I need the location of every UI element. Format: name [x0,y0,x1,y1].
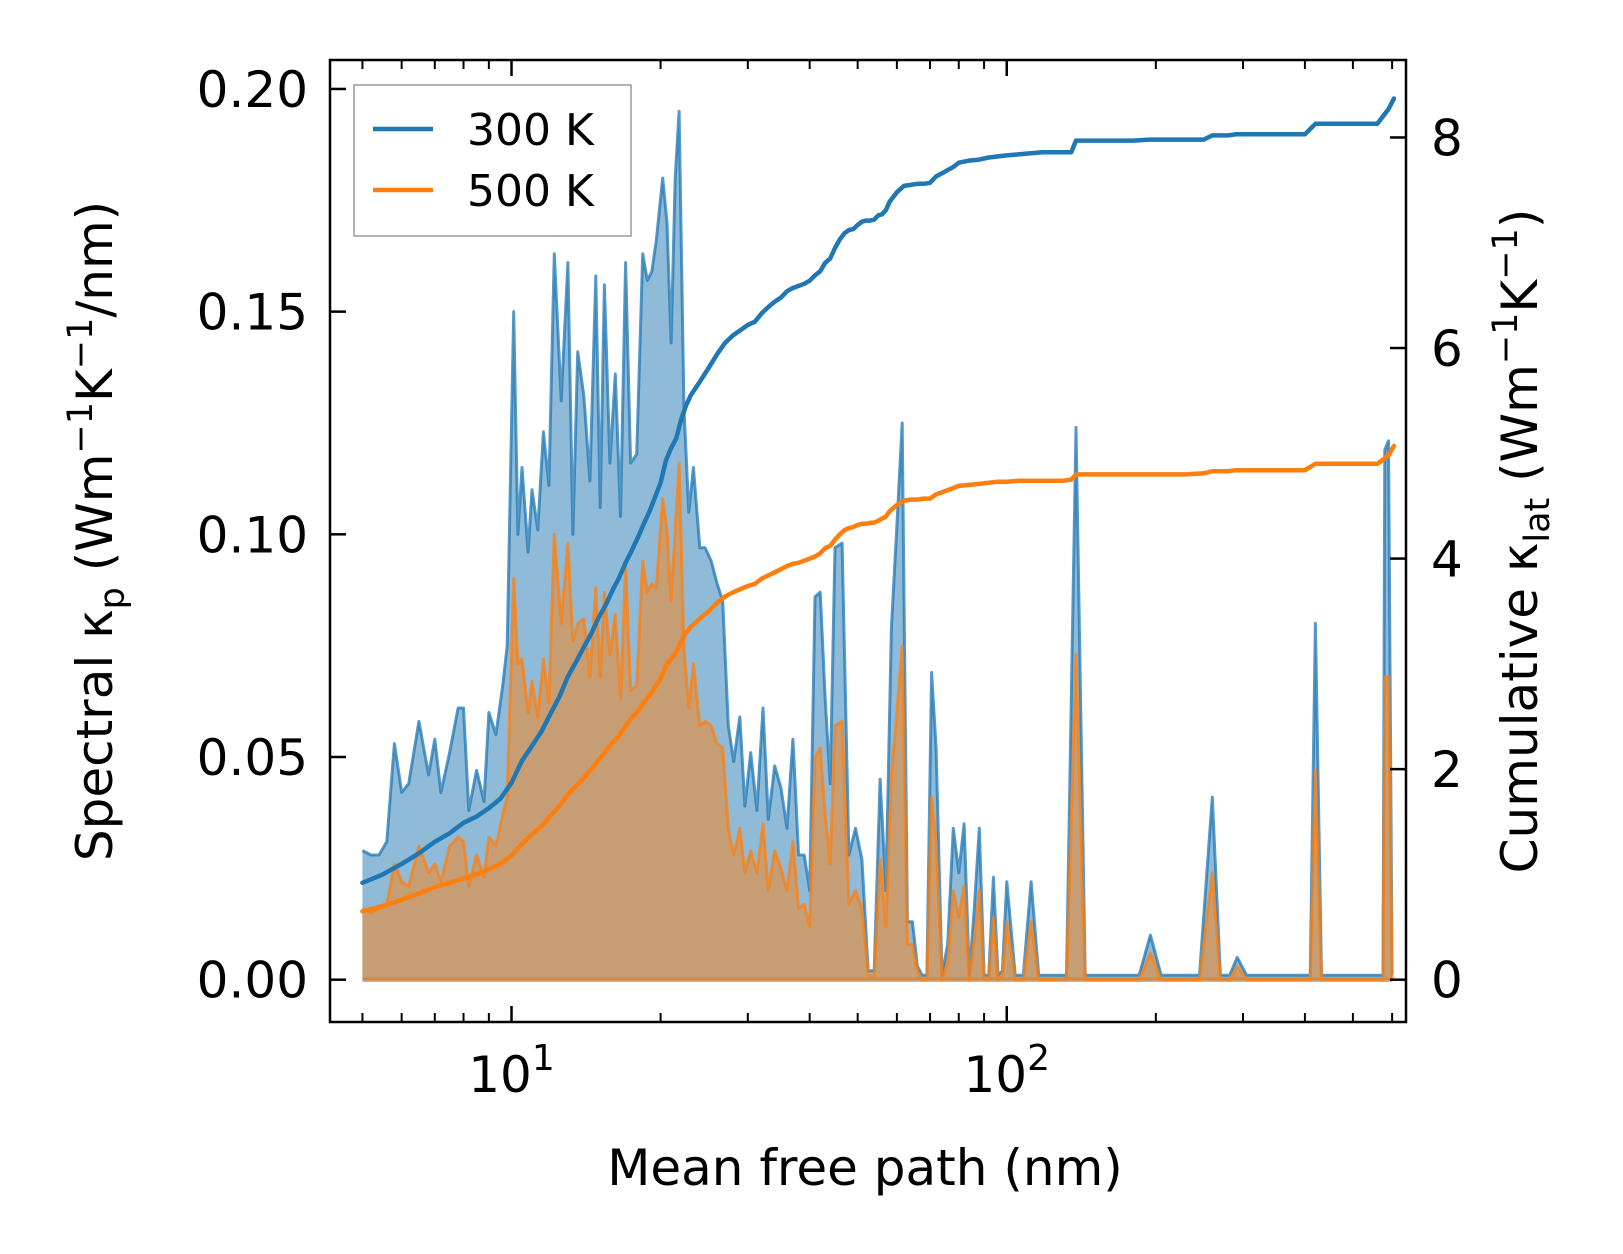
x-tick-label: 102 [963,1038,1050,1104]
right-y-tick-label: 2 [1431,741,1463,799]
left-y-axis-title-unit-a: (Wm [66,454,124,588]
x-tick-label-base: 10 [468,1046,532,1104]
left-y-axis-title: Spectral κp (Wm−1K−1/nm) [61,201,133,861]
right-y-tick-label: 6 [1431,320,1463,378]
plot-frame [328,58,1408,1024]
left-y-tick-label: 0.15 [197,284,308,342]
legend-label-500k: 500 K [467,166,595,217]
right-y-tick-label: 0 [1431,952,1463,1010]
spectral-line-300k [361,109,1394,977]
x-axis-title: Mean free path (nm) [607,1139,1123,1197]
right-y-axis-title-exp-b: −1 [1486,228,1526,280]
right-y-axis-title-unit-b: K [1491,279,1549,313]
cumulative-line-500k [360,443,1397,914]
right-y-axis-title-unit-a: (Wm [1491,364,1549,498]
cumulative-line-300k [360,96,1397,886]
right-y-axis-title-main: Cumulative κ [1491,543,1549,874]
left-y-axis-title-main: Spectral κ [66,609,124,861]
x-tick-label-base: 10 [963,1046,1027,1104]
left-y-axis-title-exp-b: −1 [61,318,101,370]
x-tick-label-exp: 1 [532,1038,555,1079]
left-y-tick-label: 0.00 [197,952,308,1010]
plot-area [360,96,1397,982]
x-tick-label: 101 [468,1038,555,1104]
right-y-axis-title-exp-a: −1 [1486,313,1526,365]
x-axis: 101 102 [361,60,1394,1104]
legend-box [353,84,632,237]
left-y-axis-title-sub: p [93,587,133,609]
right-y-axis: 0 2 4 6 8 [1390,109,1463,1010]
left-y-tick-label: 0.20 [197,61,308,119]
right-y-tick-label: 4 [1431,531,1463,589]
left-y-tick-label: 0.05 [197,729,308,787]
left-y-axis-title-unit-c: /nm) [66,201,124,318]
left-y-axis: 0.00 0.05 0.10 0.15 0.20 [197,61,346,1010]
right-y-tick-label: 8 [1431,109,1463,167]
right-y-axis-title-unit-c: ) [1491,209,1549,229]
left-y-axis-title-exp-a: −1 [61,402,101,454]
legend: 300 K 500 K [353,84,632,237]
left-y-axis-title-unit-b: K [66,368,124,402]
spectral-line-500k [361,461,1394,982]
left-y-tick-label: 0.10 [197,506,308,564]
spectral-fill-500k [362,463,1393,980]
right-y-axis-title-sub: lat [1518,498,1558,543]
legend-label-300k: 300 K [467,105,595,156]
right-y-axis-title: Cumulative κlat (Wm−1K−1) [1486,209,1558,874]
x-tick-label-exp: 2 [1027,1038,1050,1079]
